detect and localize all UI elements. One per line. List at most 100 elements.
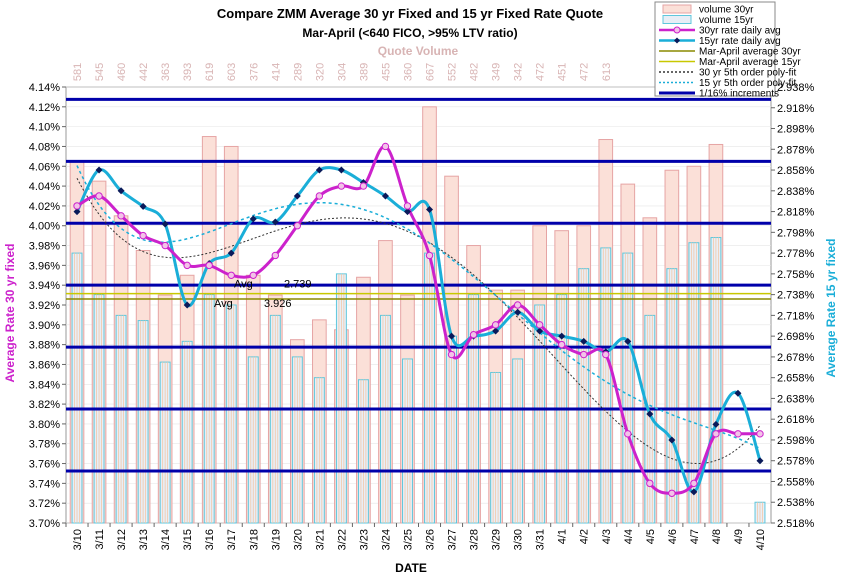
x-tick-label: 4/5 xyxy=(645,529,657,544)
right-tick-label: 2.858% xyxy=(777,165,815,177)
right-tick-label: 2.898% xyxy=(777,124,815,136)
left-tick-label: 3.86% xyxy=(29,359,60,371)
left-tick-label: 4.04% xyxy=(29,181,60,193)
legend-item: 30yr rate daily avg xyxy=(659,26,781,37)
point-30yr xyxy=(227,271,235,279)
left-tick-label: 4.06% xyxy=(29,161,60,173)
point-30yr xyxy=(315,192,324,200)
bar-volume-15yr xyxy=(313,377,325,524)
volume-label: 451 xyxy=(557,63,569,81)
x-tick-label: 3/15 xyxy=(182,529,194,550)
bar-volume-15yr xyxy=(424,252,435,524)
left-tick-label: 4.10% xyxy=(29,122,60,134)
x-tick-label: 4/4 xyxy=(623,529,635,544)
x-tick-label: 3/27 xyxy=(447,529,459,550)
point-30yr xyxy=(535,321,544,329)
right-tick-label: 2.678% xyxy=(777,352,815,364)
left-tick-label: 4.08% xyxy=(29,141,60,153)
volume-label: 603 xyxy=(226,63,238,81)
volume-label: 342 xyxy=(513,63,525,81)
point-30yr xyxy=(249,271,257,279)
bar-volume-15yr xyxy=(159,361,171,524)
bar-volume-15yr xyxy=(247,356,259,524)
volume-label: 545 xyxy=(94,63,106,81)
right-tick-label: 2.618% xyxy=(777,414,815,426)
x-tick-label: 3/31 xyxy=(535,529,547,550)
point-15yr xyxy=(117,187,125,195)
volume-label: 619 xyxy=(204,63,216,81)
volume-label: 455 xyxy=(380,63,392,81)
x-tick-label: 3/23 xyxy=(358,529,370,550)
bar-volume-15yr xyxy=(115,314,127,524)
bar-volume-15yr xyxy=(688,242,700,524)
point-30yr xyxy=(337,182,346,190)
x-tick-label: 3/21 xyxy=(314,529,326,550)
bar-volume-15yr xyxy=(600,247,612,524)
x-tick-label: 3/28 xyxy=(469,529,481,550)
point-30yr xyxy=(602,350,610,359)
bar-volume-15yr xyxy=(710,237,722,524)
line-30yr xyxy=(76,145,760,495)
point-30yr xyxy=(403,202,412,210)
legend-label: Mar-April average 15yr xyxy=(699,57,801,68)
point-30yr xyxy=(624,430,632,438)
bar-volume-15yr xyxy=(754,501,766,524)
right-tick-label: 2.698% xyxy=(777,331,815,343)
point-30yr xyxy=(690,479,698,488)
point-15yr xyxy=(381,192,389,200)
x-tick-label: 3/19 xyxy=(270,529,282,550)
point-15yr xyxy=(668,436,676,444)
left-tick-label: 3.88% xyxy=(29,340,60,352)
volume-axis-label: Quote Volume xyxy=(378,44,459,58)
x-tick-label: 3/30 xyxy=(513,529,525,550)
x-tick-label: 4/2 xyxy=(579,529,591,544)
right-tick-label: 2.578% xyxy=(777,456,815,468)
x-tick-label: 3/12 xyxy=(116,529,128,550)
right-tick-label: 2.918% xyxy=(777,103,815,115)
right-tick-label: 2.558% xyxy=(777,476,815,488)
point-15yr xyxy=(712,420,720,428)
point-15yr xyxy=(448,332,456,340)
volume-label: 414 xyxy=(270,63,282,81)
point-15yr xyxy=(293,192,301,200)
left-tick-label: 3.70% xyxy=(29,518,60,530)
legend-item: 1/16% increments xyxy=(659,89,779,100)
right-tick-label: 2.658% xyxy=(777,373,815,385)
x-tick-label: 3/17 xyxy=(226,529,238,550)
bar-volume-15yr xyxy=(379,314,391,524)
right-tick-label: 2.838% xyxy=(777,186,815,198)
legend-item: 15 yr 5th order poly-fit xyxy=(659,78,796,89)
left-tick-label: 3.98% xyxy=(29,241,60,253)
left-tick-label: 3.94% xyxy=(29,280,60,292)
point-30yr xyxy=(359,182,368,190)
left-tick-label: 4.14% xyxy=(29,82,60,94)
point-15yr xyxy=(139,202,147,210)
point-30yr xyxy=(646,479,654,488)
point-30yr xyxy=(161,241,169,250)
point-30yr xyxy=(117,212,125,220)
right-tick-label: 2.878% xyxy=(777,144,815,156)
left-tick-label: 4.02% xyxy=(29,201,60,213)
right-tick-label: 2.738% xyxy=(777,290,815,302)
volume-label: 363 xyxy=(160,63,172,81)
point-30yr xyxy=(756,430,764,438)
legend-label: volume 30yr xyxy=(699,5,754,16)
bar-volume-15yr xyxy=(534,304,546,524)
volume-label: 482 xyxy=(469,63,481,81)
point-30yr xyxy=(139,231,147,240)
x-tick-label: 4/10 xyxy=(755,529,767,550)
point-15yr xyxy=(95,166,103,174)
left-tick-label: 3.80% xyxy=(29,419,60,431)
right-tick-label: 2.778% xyxy=(777,248,815,260)
volume-label: 349 xyxy=(491,63,503,81)
avg-label-text: Avg xyxy=(234,279,253,291)
legend-item: volume 30yr xyxy=(662,4,754,16)
point-30yr xyxy=(425,251,434,260)
bar-volume-15yr xyxy=(71,252,83,524)
left-tick-label: 4.00% xyxy=(29,221,60,233)
point-30yr xyxy=(73,202,81,210)
right-tick-label: 2.718% xyxy=(777,310,815,322)
x-tick-label: 4/8 xyxy=(711,529,723,544)
left-tick-label: 4.12% xyxy=(29,102,60,114)
